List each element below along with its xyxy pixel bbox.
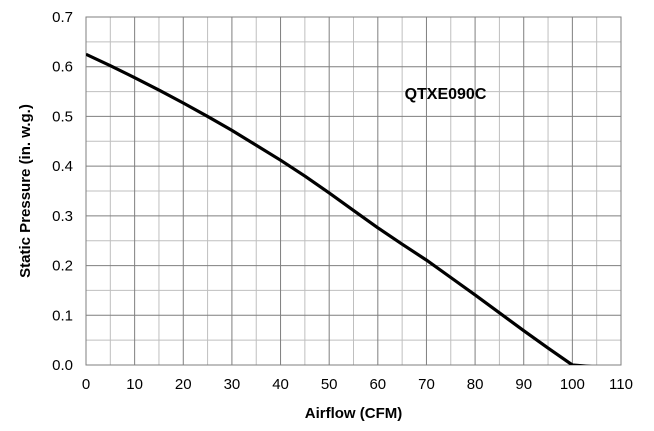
x-tick-label: 10 — [126, 376, 143, 393]
x-tick-label: 50 — [321, 376, 338, 393]
series-line — [86, 52, 592, 365]
y-tick-label: 0.6 — [52, 59, 73, 76]
x-tick-label: 40 — [272, 376, 289, 393]
x-axis-title: Airflow (CFM) — [305, 405, 402, 422]
x-tick-label: 60 — [369, 376, 386, 393]
x-tick-label: 80 — [467, 376, 484, 393]
x-tick-label: 70 — [418, 376, 435, 393]
y-tick-label: 0.1 — [52, 307, 73, 324]
x-tick-label: 100 — [560, 376, 585, 393]
y-axis-title: Static Pressure (in. w.g.) — [17, 104, 34, 278]
y-tick-label: 0.7 — [52, 9, 73, 26]
plot-area-frame — [85, 16, 622, 366]
x-tick-label: 30 — [224, 376, 241, 393]
x-tick-label: 0 — [82, 376, 90, 393]
y-tick-label: 0.4 — [52, 158, 73, 175]
y-tick-label: 0.0 — [52, 357, 73, 374]
x-tick-label: 110 — [609, 376, 633, 393]
y-tick-label: 0.2 — [52, 258, 73, 275]
x-tick-label: 90 — [515, 376, 532, 393]
y-tick-label: 0.5 — [52, 108, 73, 125]
y-tick-label: 0.3 — [52, 208, 73, 225]
x-axis-tick-labels: 0 10 20 30 40 50 60 70 80 90 100 110 — [82, 376, 633, 393]
minor-gridlines — [86, 17, 621, 365]
model-annotation: QTXE090C — [405, 86, 487, 103]
x-tick-label: 20 — [175, 376, 192, 393]
y-axis-tick-labels: 0.0 0.1 0.2 0.3 0.4 0.5 0.6 0.7 — [52, 9, 73, 374]
